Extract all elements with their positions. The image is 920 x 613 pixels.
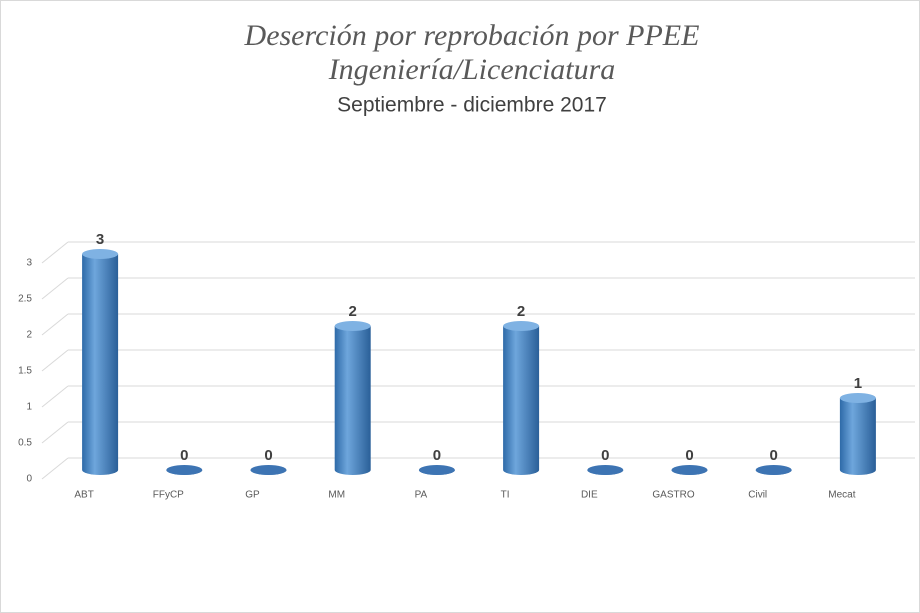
bar [671,465,708,475]
grid-line [41,313,69,336]
chart-title: Ingeniería/Licenciatura [328,53,616,86]
bar [82,249,119,475]
bar [755,465,792,475]
y-tick-label: 3 [26,258,32,269]
data-label: 2 [517,303,525,320]
chart-subtitle: Septiembre - diciembre 2017 [337,94,607,117]
y-tick-label: 2.5 [18,294,32,305]
x-tick-label: GASTRO [652,490,694,501]
data-label: 0 [264,447,272,464]
x-tick-label: MM [328,490,345,501]
x-tick-label: DIE [581,490,598,501]
bar [334,321,371,475]
x-tick-label: Civil [748,490,767,501]
data-label: 2 [349,303,357,320]
data-label: 0 [685,447,693,464]
bar [503,321,540,475]
y-tick-label: 2 [26,330,32,341]
bar [166,465,203,475]
y-tick-label: 1 [26,402,32,413]
grid-line [41,421,69,444]
chart-title: Deserción por reprobación por PPEE [244,19,700,52]
grid-line [41,241,69,264]
grid-line [41,385,69,408]
data-label: 0 [770,447,778,464]
x-tick-label: ABT [74,490,93,501]
data-label: 0 [601,447,609,464]
data-label: 3 [96,231,104,248]
grid-line [41,457,69,480]
bar [250,465,287,475]
data-label: 0 [433,447,441,464]
bar [418,465,455,475]
y-tick-label: 1.5 [18,366,32,377]
bar [587,465,624,475]
x-tick-label: GP [245,490,260,501]
x-tick-label: Mecat [828,490,855,501]
grid-line [41,277,69,300]
bar [839,393,876,475]
x-tick-label: PA [415,490,428,501]
x-tick-label: TI [501,490,510,501]
data-label: 0 [180,447,188,464]
y-tick-label: 0 [26,474,32,485]
y-tick-label: 0.5 [18,438,32,449]
x-tick-label: FFyCP [153,490,184,501]
data-label: 1 [854,375,862,392]
grid-line [41,349,69,372]
